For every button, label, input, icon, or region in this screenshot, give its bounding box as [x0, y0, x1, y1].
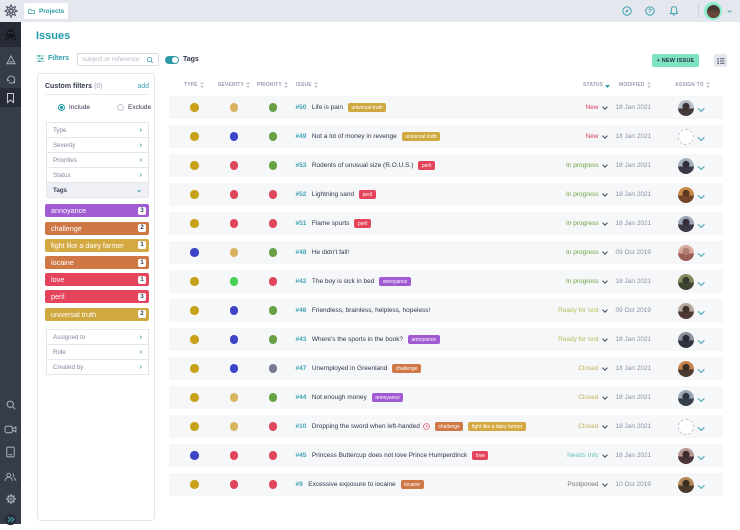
svg-text:?: ? — [648, 8, 652, 15]
